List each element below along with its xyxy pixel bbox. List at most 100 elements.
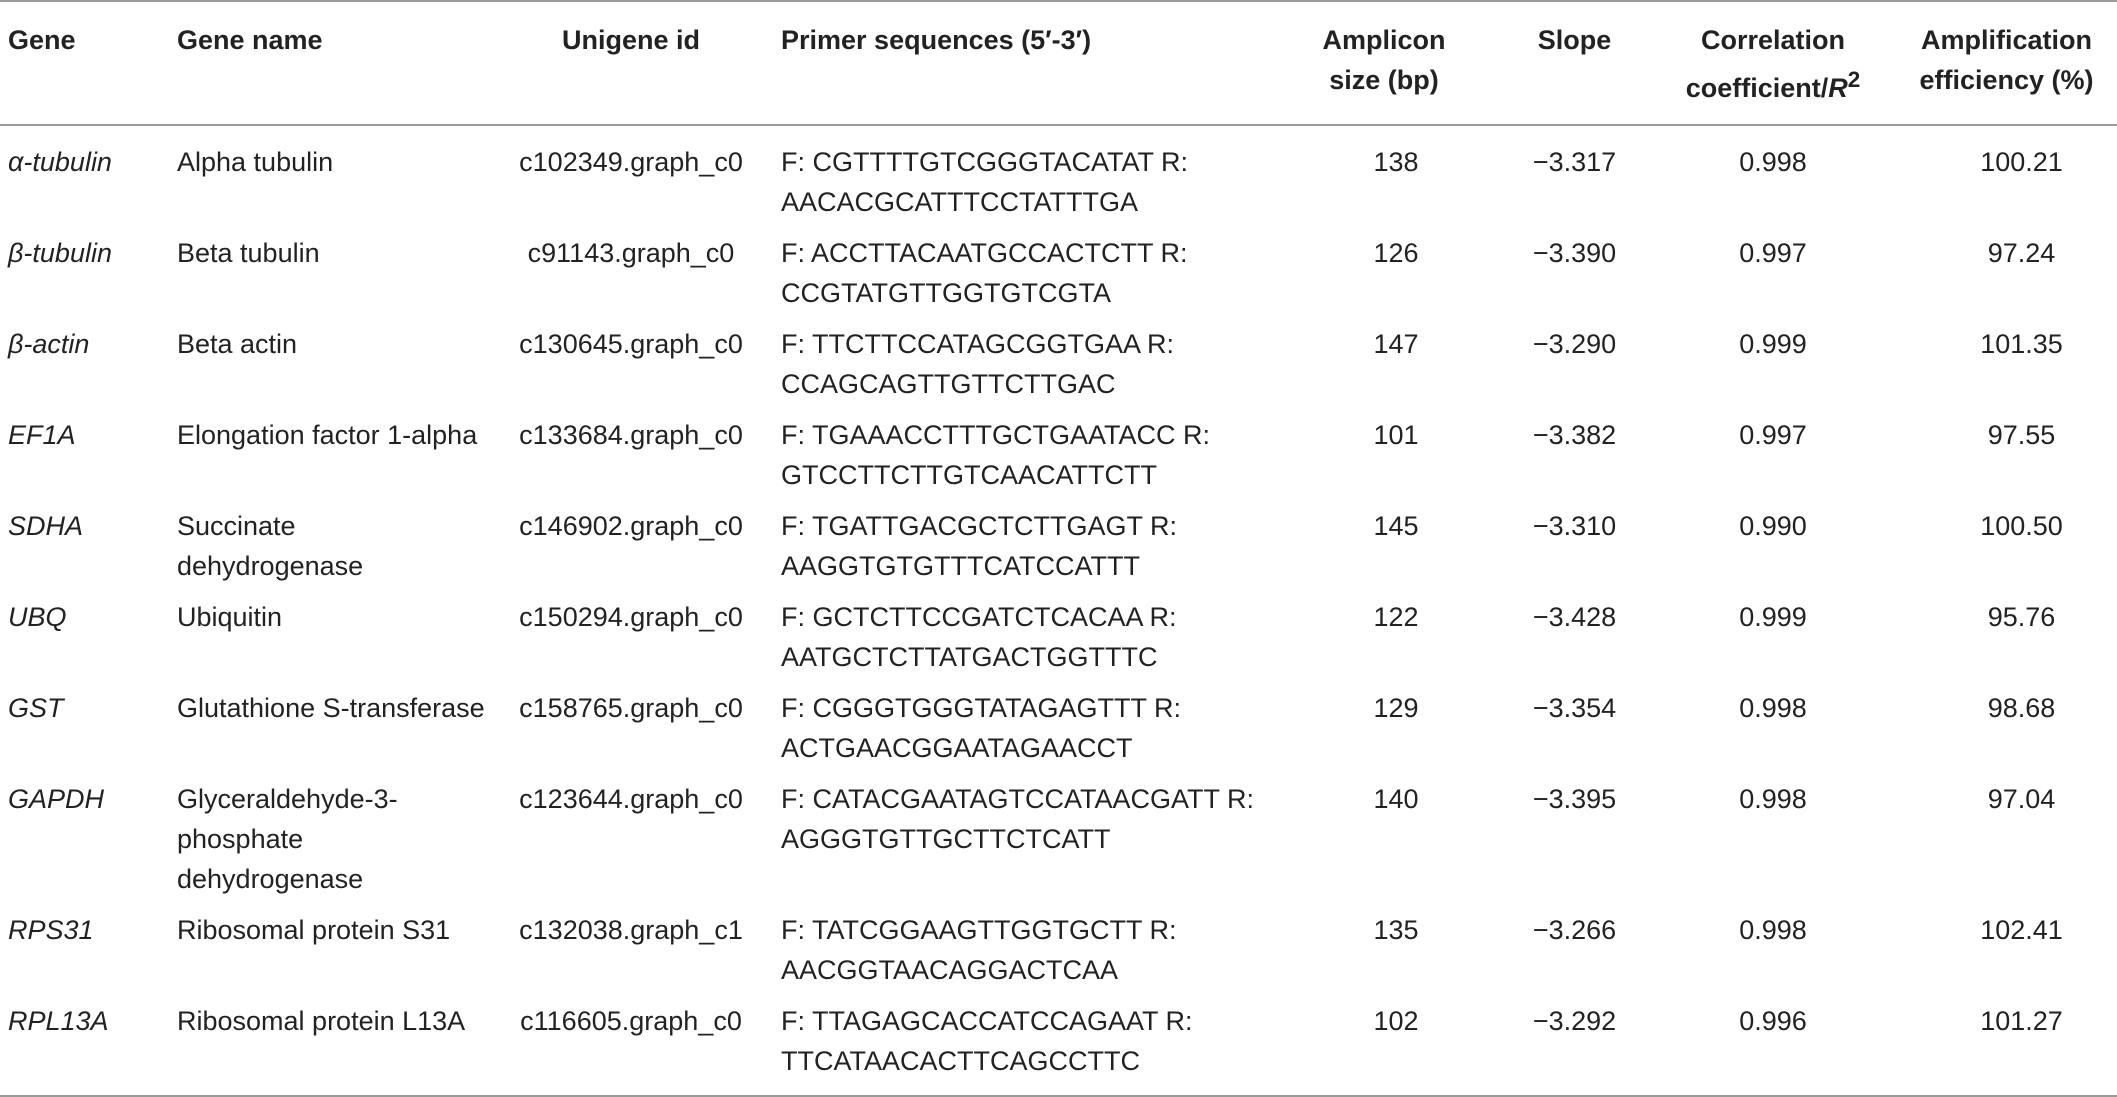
gene-cell: α-tubulin [8, 147, 112, 177]
gene-cell: β-actin [8, 329, 90, 359]
efficiency-cell: 101.35 [1980, 329, 2063, 359]
slope-cell: −3.428 [1532, 602, 1617, 632]
header-amplicon-size: Amplicon size (bp) [1322, 25, 1446, 95]
primer-sequence-cell: F: GCTCTTCCGATCTCACAA R: AATGCTCTTATGACT… [781, 602, 1177, 672]
amplicon-size-cell: 147 [1373, 329, 1419, 359]
gene-name-cell: Alpha tubulin [177, 147, 334, 177]
correlation-cell: 0.998 [1739, 693, 1807, 723]
efficiency-cell: 102.41 [1980, 915, 2063, 945]
unigene-id-cell: c123644.graph_c0 [519, 784, 743, 814]
correlation-cell: 0.999 [1739, 602, 1807, 632]
table-row: UBQ Ubiquitin c150294.graph_c0 F: GCTCTTCCG… [0, 592, 2117, 683]
gene-name-cell: Elongation factor 1-alpha [177, 420, 478, 450]
amplicon-size-cell: 138 [1373, 147, 1419, 177]
table-row: GAPDH Glyceraldehyde-3-phosphate dehydrog… [0, 774, 2117, 905]
efficiency-cell: 100.50 [1980, 511, 2063, 541]
gene-name-cell: Beta tubulin [177, 238, 320, 268]
slope-cell: −3.390 [1532, 238, 1617, 268]
amplicon-size-cell: 126 [1373, 238, 1419, 268]
slope-cell: −3.317 [1532, 147, 1617, 177]
table-row: RPL13A Ribosomal protein L13A c116605.grap… [0, 996, 2117, 1096]
correlation-cell: 0.998 [1739, 915, 1807, 945]
table-row: β-tubulin Beta tubulin c91143.graph_c0 F: A… [0, 228, 2117, 319]
primer-sequence-cell: F: TATCGGAAGTTGGTGCTT R: AACGGTAACAGGACT… [781, 915, 1177, 985]
slope-cell: −3.354 [1532, 693, 1617, 723]
table-row: SDHA Succinate dehydrogenase c146902.graph… [0, 501, 2117, 592]
gene-name-cell: Ribosomal protein L13A [177, 1006, 466, 1036]
gene-cell: GAPDH [8, 784, 105, 814]
gene-name-cell: Succinate dehydrogenase [177, 511, 364, 581]
unigene-id-cell: c130645.graph_c0 [519, 329, 743, 359]
header-correlation: Correlation coefficient/R2 [1652, 1, 1892, 125]
amplicon-size-cell: 101 [1373, 420, 1419, 450]
slope-cell: −3.382 [1532, 420, 1617, 450]
gene-cell: GST [8, 693, 64, 723]
efficiency-cell: 97.55 [1987, 420, 2056, 450]
gene-cell: RPL13A [8, 1006, 109, 1036]
slope-cell: −3.290 [1532, 329, 1617, 359]
primer-sequence-cell: F: CGTTTTGTCGGGTACATAT R: AACACGCATTTCCT… [781, 147, 1188, 217]
header-unigene-id: Unigene id [561, 25, 700, 55]
efficiency-cell: 100.21 [1980, 147, 2063, 177]
correlation-cell: 0.997 [1739, 238, 1807, 268]
unigene-id-cell: c132038.graph_c1 [519, 915, 743, 945]
correlation-cell: 0.999 [1739, 329, 1807, 359]
unigene-id-cell: c133684.graph_c0 [519, 420, 743, 450]
efficiency-cell: 98.68 [1987, 693, 2056, 723]
gene-name-cell: Glutathione S-transferase [177, 693, 485, 723]
table-row: β-actin Beta actin c130645.graph_c0 F: TTCT… [0, 319, 2117, 410]
slope-cell: −3.266 [1532, 915, 1617, 945]
unigene-id-cell: c91143.graph_c0 [527, 238, 735, 268]
header-slope: Slope [1537, 25, 1612, 55]
primer-sequence-cell: F: TGATTGACGCTCTTGAGT R: AAGGTGTGTTTCATC… [781, 511, 1177, 581]
amplicon-size-cell: 135 [1373, 915, 1419, 945]
gene-name-cell: Beta actin [177, 329, 298, 359]
slope-cell: −3.395 [1532, 784, 1617, 814]
slope-cell: −3.292 [1532, 1006, 1617, 1036]
unigene-id-cell: c102349.graph_c0 [519, 147, 743, 177]
correlation-cell: 0.998 [1739, 784, 1807, 814]
table-row: RPS31 Ribosomal protein S31 c132038.graph_… [0, 905, 2117, 996]
efficiency-cell: 97.24 [1987, 238, 2056, 268]
table-row: α-tubulin Alpha tubulin c102349.graph_c0 F:… [0, 125, 2117, 228]
correlation-cell: 0.997 [1739, 420, 1807, 450]
header-amplification-efficiency: Amplification efficiency (%) [1919, 25, 2094, 95]
header-gene-name: Gene name [177, 25, 323, 55]
primer-sequence-cell: F: TGAAACCTTTGCTGAATACC R: GTCCTTCTTGTCA… [781, 420, 1211, 490]
gene-name-cell: Glyceraldehyde-3-phosphate dehydrogenase [177, 784, 398, 894]
slope-cell: −3.310 [1532, 511, 1617, 541]
amplicon-size-cell: 140 [1373, 784, 1419, 814]
table-body: α-tubulin Alpha tubulin c102349.graph_c0 F:… [0, 125, 2117, 1096]
gene-cell: β-tubulin [8, 238, 112, 268]
efficiency-cell: 97.04 [1987, 784, 2056, 814]
table-row: GST Glutathione S-transferase c158765.grap… [0, 683, 2117, 774]
header-primer-sequences: Primer sequences (5′-3′) [781, 25, 1092, 55]
gene-name-cell: Ribosomal protein S31 [177, 915, 451, 945]
unigene-id-cell: c116605.graph_c0 [520, 1006, 742, 1036]
header-gene: Gene [8, 25, 76, 55]
efficiency-cell: 101.27 [1980, 1006, 2063, 1036]
unigene-id-cell: c150294.graph_c0 [519, 602, 743, 632]
amplicon-size-cell: 145 [1373, 511, 1419, 541]
correlation-cell: 0.996 [1739, 1006, 1807, 1036]
header-correlation-r: R [1828, 73, 1848, 103]
primer-sequence-cell: F: ACCTTACAATGCCACTCTT R: CCGTATGTTGGTGT… [781, 238, 1188, 308]
gene-cell: EF1A [8, 420, 76, 450]
header-correlation-sup: 2 [1847, 67, 1861, 92]
unigene-id-cell: c158765.graph_c0 [519, 693, 743, 723]
efficiency-cell: 95.76 [1987, 602, 2056, 632]
gene-name-cell: Ubiquitin [177, 602, 283, 632]
gene-cell: SDHA [8, 511, 84, 541]
header-row: Gene Gene name Unigene id Primer sequenc… [0, 1, 2117, 125]
primer-sequence-cell: F: TTCTTCCATAGCGGTGAA R: CCAGCAGTTGTTCTT… [781, 329, 1175, 399]
table-row: EF1A Elongation factor 1-alpha c133684.gra… [0, 410, 2117, 501]
gene-cell: RPS31 [8, 915, 94, 945]
amplicon-size-cell: 122 [1373, 602, 1419, 632]
correlation-cell: 0.998 [1739, 147, 1807, 177]
primer-sequence-cell: F: CATACGAATAGTCCATAACGATT R: AGGGTGTTGC… [781, 784, 1255, 854]
gene-cell: UBQ [8, 602, 67, 632]
amplicon-size-cell: 102 [1373, 1006, 1419, 1036]
amplicon-size-cell: 129 [1373, 693, 1419, 723]
primer-sequence-cell: F: CGGGTGGGTATAGAGTTT R: ACTGAACGGAATAGA… [781, 693, 1181, 763]
